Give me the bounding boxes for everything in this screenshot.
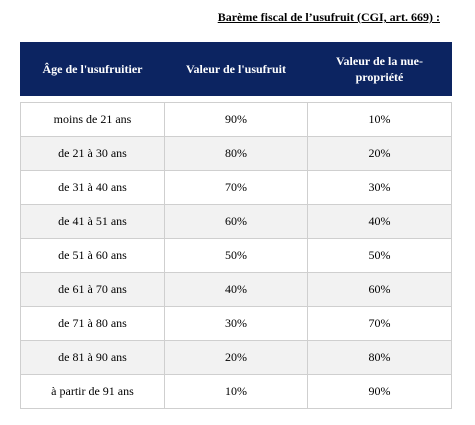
tax-table: Âge de l'usufruitier Valeur de l'usufruit…	[20, 42, 452, 409]
table-row: de 31 à 40 ans 70% 30%	[20, 170, 452, 205]
table-cell: 30%	[164, 306, 308, 341]
table-cell: 90%	[307, 374, 452, 409]
column-header: Âge de l'usufruitier	[20, 42, 165, 96]
table-row: de 71 à 80 ans 30% 70%	[20, 306, 452, 341]
table-cell: 10%	[307, 102, 452, 137]
table-cell: de 81 à 90 ans	[20, 340, 165, 375]
table-cell: 20%	[307, 136, 452, 171]
table-cell: de 61 à 70 ans	[20, 272, 165, 307]
table-row: de 81 à 90 ans 20% 80%	[20, 340, 452, 375]
table-cell: de 41 à 51 ans	[20, 204, 165, 239]
column-header: Valeur de la nue-propriété	[307, 42, 452, 96]
table-cell: 50%	[164, 238, 308, 273]
table-row: moins de 21 ans 90% 10%	[20, 102, 452, 137]
table-cell: 40%	[307, 204, 452, 239]
table-row: à partir de 91 ans 10% 90%	[20, 374, 452, 409]
table-cell: 90%	[164, 102, 308, 137]
table-row: de 21 à 30 ans 80% 20%	[20, 136, 452, 171]
table-cell: de 21 à 30 ans	[20, 136, 165, 171]
table-cell: 10%	[164, 374, 308, 409]
table-body: moins de 21 ans 90% 10% de 21 à 30 ans 80% 20…	[20, 96, 452, 409]
table-cell: 40%	[164, 272, 308, 307]
table-cell: moins de 21 ans	[20, 102, 165, 137]
spacer	[21, 96, 452, 103]
title: Barème fiscal de l’usufruit (CGI, art. 6…	[217, 10, 440, 24]
header-row: Âge de l'usufruitier Valeur de l'usufruit…	[20, 42, 452, 96]
table-cell: 60%	[307, 272, 452, 307]
table-cell: 80%	[164, 136, 308, 171]
table-cell: 50%	[307, 238, 452, 273]
table-cell: 20%	[164, 340, 308, 375]
table-row: de 61 à 70 ans 40% 60%	[20, 272, 452, 307]
table-row: de 51 à 60 ans 50% 50%	[20, 238, 452, 273]
table-cell: 80%	[307, 340, 452, 375]
table-row: de 41 à 51 ans 60% 40%	[20, 204, 452, 239]
table-cell: de 51 à 60 ans	[20, 238, 165, 273]
table-cell: 70%	[307, 306, 452, 341]
table-cell: 70%	[164, 170, 308, 205]
table-cell: 30%	[307, 170, 452, 205]
column-header: Valeur de l'usufruit	[164, 42, 308, 96]
table-cell: à partir de 91 ans	[20, 374, 165, 409]
table-cell: de 71 à 80 ans	[20, 306, 165, 341]
table-cell: 60%	[164, 204, 308, 239]
table-cell: de 31 à 40 ans	[20, 170, 165, 205]
